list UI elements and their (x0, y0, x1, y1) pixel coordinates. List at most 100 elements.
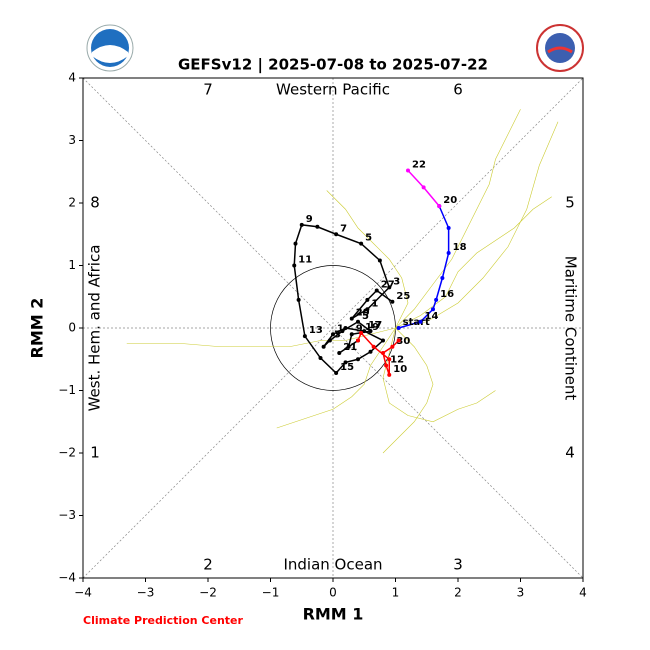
track-point (292, 263, 297, 268)
point-label: 22 (412, 160, 426, 171)
plot-frame (82, 77, 584, 579)
track-point (318, 356, 323, 360)
track-point (343, 360, 348, 365)
track-point (421, 185, 426, 190)
track-point (331, 332, 335, 337)
point-label: 20 (443, 195, 457, 206)
point-label: 30 (396, 336, 410, 347)
point-label: 5 (362, 311, 369, 322)
region-label: Maritime Continent (562, 256, 580, 401)
track-point (396, 326, 401, 330)
track-point (299, 222, 304, 227)
point-label: 18 (453, 242, 467, 253)
phase-label: 6 (453, 81, 463, 99)
noaa-logo (86, 24, 134, 72)
point-label: 16 (440, 289, 454, 300)
track-point (349, 332, 354, 337)
point-label: 11 (298, 255, 312, 266)
phase-label: 4 (565, 444, 575, 462)
point-label: 17 (368, 320, 382, 331)
phase-label: 8 (90, 194, 100, 212)
track-point (343, 326, 348, 330)
track-point (356, 357, 360, 362)
point-label: 7 (375, 320, 382, 331)
track-point (365, 307, 370, 312)
track-point (371, 344, 376, 349)
track-point (362, 329, 367, 334)
point-label: start (403, 317, 430, 328)
phase-label: 5 (565, 194, 575, 212)
track-point (390, 344, 395, 349)
ensemble-line (326, 190, 409, 329)
point-label: 5 (365, 233, 372, 244)
x-tick-label: −2 (199, 586, 217, 600)
x-tick-label: −4 (74, 586, 92, 600)
y-tick-label: −4 (58, 571, 76, 585)
track-point (356, 338, 360, 343)
track-point (337, 351, 342, 355)
point-label: 9 (306, 214, 313, 225)
point-label: 29 (356, 308, 370, 319)
track-point (381, 338, 385, 343)
track-point (365, 297, 370, 302)
point-label: 21 (343, 342, 357, 353)
phase-label: 7 (203, 81, 213, 99)
track-point (356, 319, 360, 324)
ensemble-line (395, 109, 521, 329)
track-point (368, 349, 373, 354)
y-tick-label: 4 (68, 71, 76, 85)
track-point (437, 204, 442, 209)
track-line (398, 205, 450, 329)
y-tick-label: −3 (58, 508, 76, 522)
point-label: 13 (309, 325, 323, 336)
point-label: 1 (371, 298, 378, 309)
track-point (321, 344, 326, 349)
track-point (340, 329, 345, 334)
point-label: 12 (390, 355, 404, 366)
track-point (296, 297, 301, 302)
point-label: 3 (334, 330, 341, 341)
y-tick-label: 3 (68, 133, 76, 147)
point-label: 3 (393, 276, 400, 287)
track-point (359, 241, 364, 246)
point-label: 14 (425, 311, 439, 322)
region-label: Western Pacific (276, 81, 390, 99)
credit: Climate Prediction Center (83, 614, 243, 627)
x-tick-label: 0 (329, 586, 337, 600)
track-point (368, 329, 373, 334)
track-point (302, 334, 307, 339)
x-tick-label: 2 (454, 586, 462, 600)
phase-label: 1 (90, 444, 100, 462)
ensemble-line (382, 327, 496, 423)
point-label: 27 (381, 280, 395, 291)
track-point (374, 288, 379, 293)
point-label: 10 (393, 364, 407, 375)
x-tick-label: −3 (137, 586, 155, 600)
point-label: 1 (337, 323, 344, 334)
x-tick-label: 4 (579, 586, 587, 600)
region-label: West. Hem. and Africa (86, 245, 104, 412)
ensemble-line (382, 327, 434, 454)
point-label: 7 (340, 223, 347, 234)
ensemble-line (395, 196, 552, 329)
y-tick-label: 1 (68, 258, 76, 272)
region-label: Indian Ocean (283, 556, 382, 574)
y-tick-label: 0 (68, 321, 76, 335)
track-point (418, 319, 423, 324)
track-point (446, 251, 451, 255)
x-tick-label: 1 (392, 586, 400, 600)
track-point (434, 297, 439, 302)
track-point (334, 371, 339, 375)
ensemble-line (395, 121, 559, 329)
track-point (377, 258, 382, 263)
phase-label: 2 (203, 556, 213, 574)
track-point (440, 276, 445, 280)
track-point (390, 299, 395, 304)
point-label: 9 (356, 323, 363, 334)
y-tick-label: 2 (68, 196, 76, 210)
track-point (293, 241, 298, 246)
y-tick-label: −2 (58, 446, 76, 460)
track-point (384, 363, 389, 368)
